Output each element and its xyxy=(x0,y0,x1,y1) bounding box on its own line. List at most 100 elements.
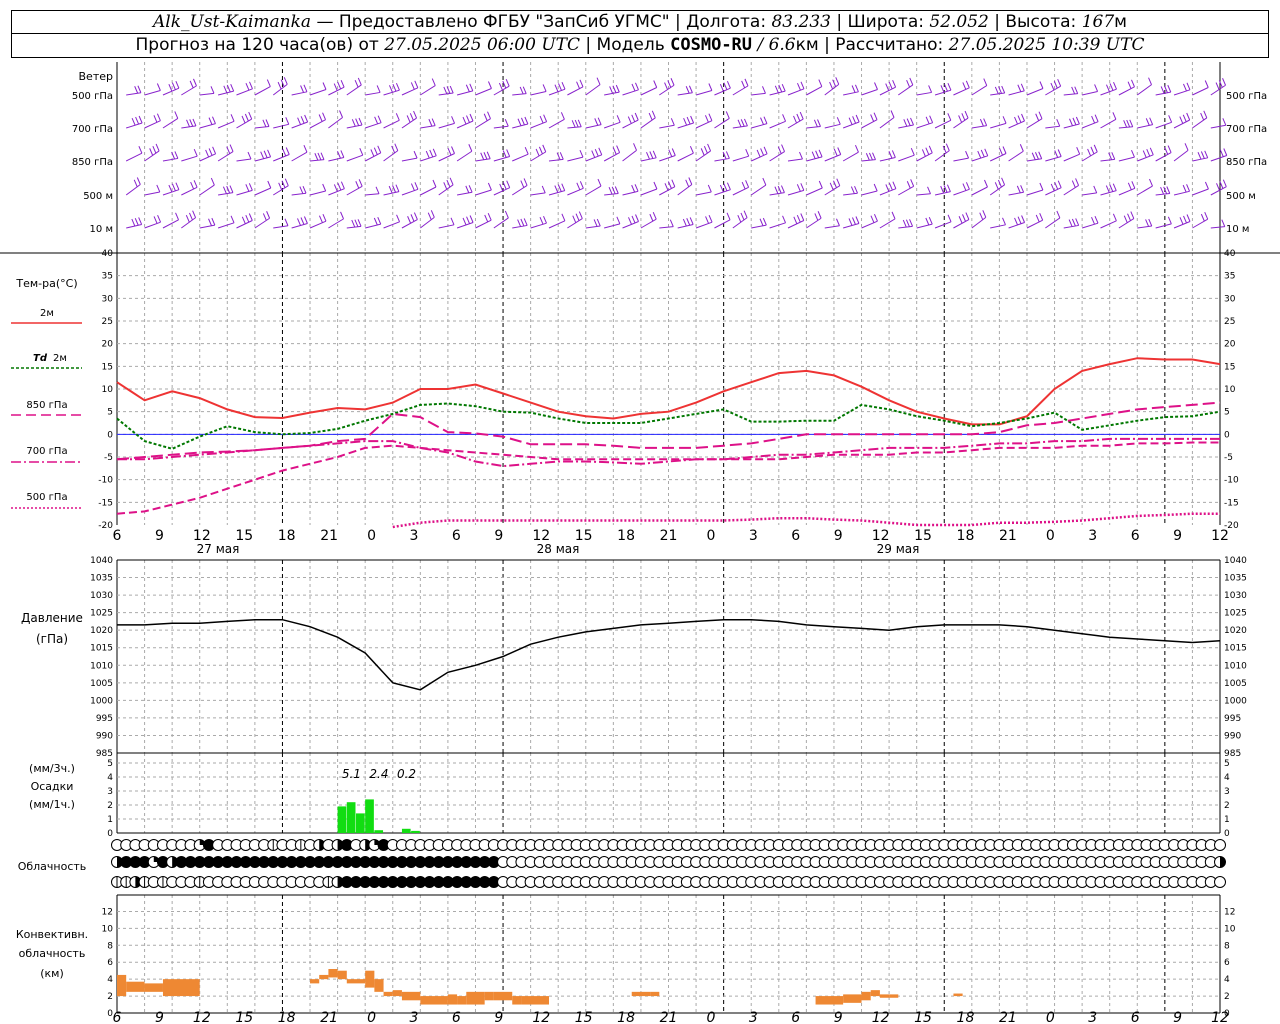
wind-barb-feather xyxy=(1164,147,1169,155)
wind-barb xyxy=(806,126,821,129)
wind-barb xyxy=(512,123,529,129)
wind-barb-feather xyxy=(653,80,658,88)
wind-barb xyxy=(420,85,436,96)
wind-barb xyxy=(493,217,509,229)
wind-barb-feather xyxy=(1148,218,1153,227)
wind-barb-feather xyxy=(780,185,785,193)
wind-barb-feather xyxy=(1021,113,1025,122)
wind-barb xyxy=(273,154,290,162)
wind-barb xyxy=(806,156,823,162)
wind-barb-feather xyxy=(762,177,767,186)
wind-barb-feather xyxy=(796,214,801,223)
wind-barb xyxy=(585,185,602,196)
wind-barb-feather xyxy=(612,147,617,155)
wind-barb xyxy=(843,223,860,229)
precip-unit-3h: (мм/3ч.) xyxy=(29,762,75,775)
wind-barb xyxy=(1118,156,1135,162)
wind-barb-feather xyxy=(1167,84,1172,93)
wind-barb-feather xyxy=(1075,218,1080,226)
wind-barb-feather xyxy=(171,151,176,160)
hour-label-bottom: 6 xyxy=(1131,1010,1140,1024)
wind-barb xyxy=(346,124,363,129)
wind-barb xyxy=(493,85,510,96)
wind-barb-feather xyxy=(337,81,342,90)
wind-barb-feather xyxy=(498,82,503,91)
wind-barb-feather xyxy=(852,116,857,124)
cloud-symbol-fill xyxy=(212,856,224,868)
wind-barb-feather xyxy=(1057,180,1062,188)
wind-barb-feather xyxy=(631,114,636,122)
wind-barb-feather xyxy=(836,117,841,125)
wind-barb xyxy=(861,119,878,129)
wind-barb-feather xyxy=(759,218,764,226)
wind-barb-feather xyxy=(800,213,805,221)
wind-barb-feather xyxy=(168,83,173,92)
wind-barb-feather xyxy=(297,117,302,125)
cloud-symbol-fill xyxy=(387,876,399,888)
wind-barb xyxy=(640,157,657,162)
wind-barb xyxy=(1137,185,1153,196)
temp-tick-left: 20 xyxy=(102,340,114,350)
wind-barb-feather xyxy=(226,185,231,194)
wind-barb-feather xyxy=(317,152,322,161)
wind-barb-feather xyxy=(175,182,180,190)
wind-barb xyxy=(236,158,252,162)
wind-barb-feather xyxy=(707,184,712,193)
cloud-symbol-fill xyxy=(414,856,426,868)
temp-tick-right: 40 xyxy=(1224,249,1236,259)
precip-bar xyxy=(401,828,411,833)
cloud-symbol-fill xyxy=(185,856,197,868)
wind-barb-feather xyxy=(189,119,194,127)
wind-barb xyxy=(548,158,564,162)
precip-3h-total: 5.1 xyxy=(342,767,361,781)
wind-barb-feather xyxy=(685,86,690,94)
press-tick-left: 1010 xyxy=(90,661,113,671)
wind-barb-feather xyxy=(168,184,173,193)
wind-barb-feather xyxy=(388,185,393,194)
wind-barb-feather xyxy=(1129,119,1134,127)
wind-barb-feather xyxy=(340,79,345,88)
wind-barb xyxy=(916,152,933,162)
wind-barb xyxy=(567,126,582,129)
wind-barb-feather xyxy=(451,146,455,154)
wind-barb xyxy=(1045,217,1061,229)
wind-barb-feather xyxy=(616,145,621,153)
wind-barb xyxy=(1155,91,1171,96)
wind-barb-feather xyxy=(468,144,473,152)
temp-tick-left: 40 xyxy=(102,249,114,259)
wind-barb-feather xyxy=(745,180,750,188)
wind-barb xyxy=(438,122,455,129)
wind-barb-feather xyxy=(1039,212,1044,221)
wind-barb-feather xyxy=(774,186,779,194)
wind-barb xyxy=(916,122,933,129)
wind-barb-feather xyxy=(1222,118,1227,126)
wind-barb xyxy=(548,190,565,196)
wind-barb xyxy=(953,87,970,96)
wind-barb-feather xyxy=(1094,114,1099,122)
cloud-symbol-fill xyxy=(469,856,481,868)
wind-barb-feather xyxy=(668,149,673,157)
wind-barb xyxy=(695,150,711,162)
hour-label-bottom: 3 xyxy=(749,1010,758,1024)
wind-barb-feather xyxy=(1204,80,1209,88)
wind-barbs xyxy=(125,77,1228,229)
cloud-symbol-fill xyxy=(469,876,481,888)
wind-barb-feather xyxy=(1093,185,1098,194)
wind-barb-feather xyxy=(872,152,876,160)
wind-barb-feather xyxy=(965,80,970,89)
wind-barb-feather xyxy=(1039,81,1044,89)
wind-barb-feather xyxy=(410,214,415,222)
wind-barb xyxy=(456,222,474,229)
wind-barb xyxy=(401,87,419,96)
wind-barb-feather xyxy=(1200,213,1205,222)
legend-t850-label: 850 гПа xyxy=(26,400,67,411)
wind-level-500hpa: 500 гПа xyxy=(72,91,113,102)
wind-barb-feather xyxy=(283,77,288,85)
wind-barb xyxy=(1192,157,1208,162)
cloud-symbol-fill xyxy=(350,856,362,868)
wind-barb xyxy=(1100,158,1115,162)
wind-barb-feather xyxy=(539,217,544,225)
wind-barb-feather xyxy=(153,216,158,224)
wind-barb xyxy=(144,191,160,196)
wind-barb-feather xyxy=(226,146,231,154)
